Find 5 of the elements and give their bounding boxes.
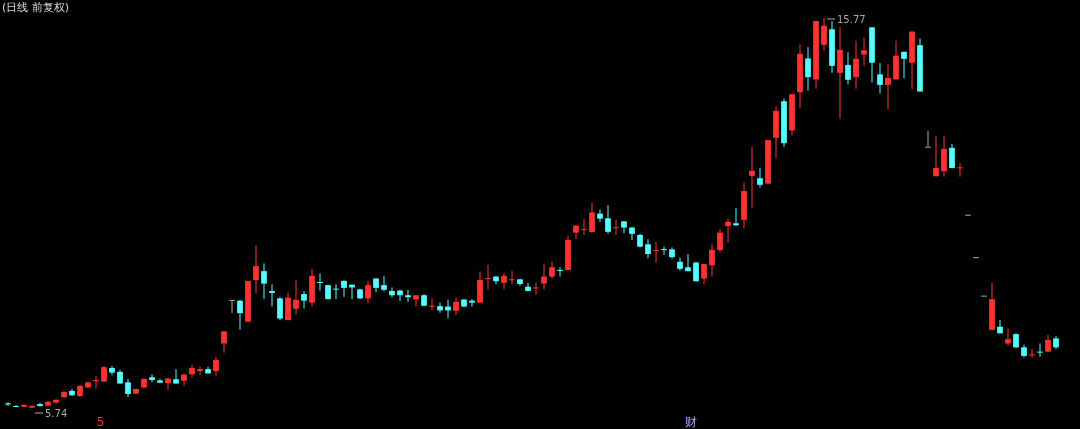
annotation: 15.77 [837,14,866,25]
annotation: 5.74 [45,408,68,419]
text: 5 [96,415,105,429]
chart-title: (日线 前复权) [2,1,70,14]
text: 财 [684,415,697,429]
